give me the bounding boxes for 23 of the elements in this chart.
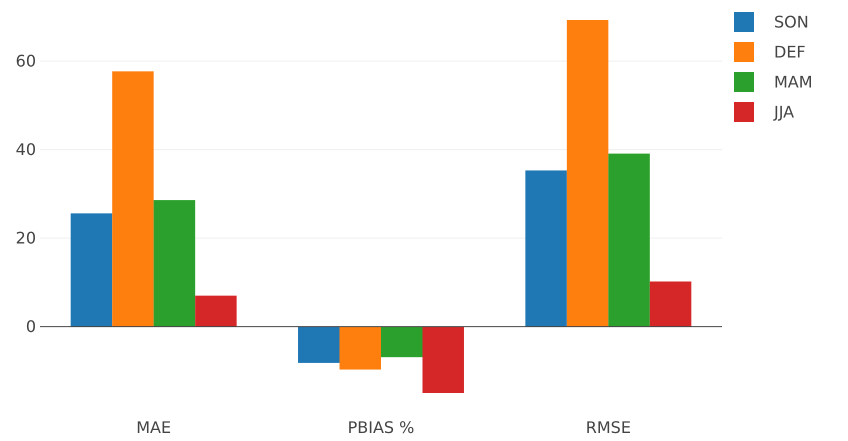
y-tick-label: 20 bbox=[16, 228, 36, 248]
x-tick-label: PBIAS % bbox=[348, 418, 414, 437]
bar bbox=[650, 282, 692, 327]
bar bbox=[381, 326, 422, 358]
bar bbox=[422, 326, 464, 393]
bar bbox=[566, 20, 608, 327]
bar bbox=[70, 213, 112, 327]
bar bbox=[195, 296, 237, 327]
bar bbox=[298, 326, 340, 363]
legend-label: SON bbox=[774, 12, 809, 32]
x-tick-label: RMSE bbox=[586, 418, 631, 437]
bar bbox=[154, 200, 196, 327]
bar bbox=[608, 154, 650, 327]
y-tick-label: 40 bbox=[16, 140, 36, 160]
legend-label: MAM bbox=[774, 72, 813, 92]
bar bbox=[112, 71, 154, 327]
bar bbox=[525, 170, 567, 327]
y-tick-label: 60 bbox=[16, 52, 36, 71]
y-tick-label: 0 bbox=[26, 317, 36, 336]
x-tick-label: MAE bbox=[136, 418, 172, 437]
legend-label: DEF bbox=[774, 42, 806, 62]
bar bbox=[340, 326, 381, 370]
legend-label: JJA bbox=[773, 102, 794, 122]
